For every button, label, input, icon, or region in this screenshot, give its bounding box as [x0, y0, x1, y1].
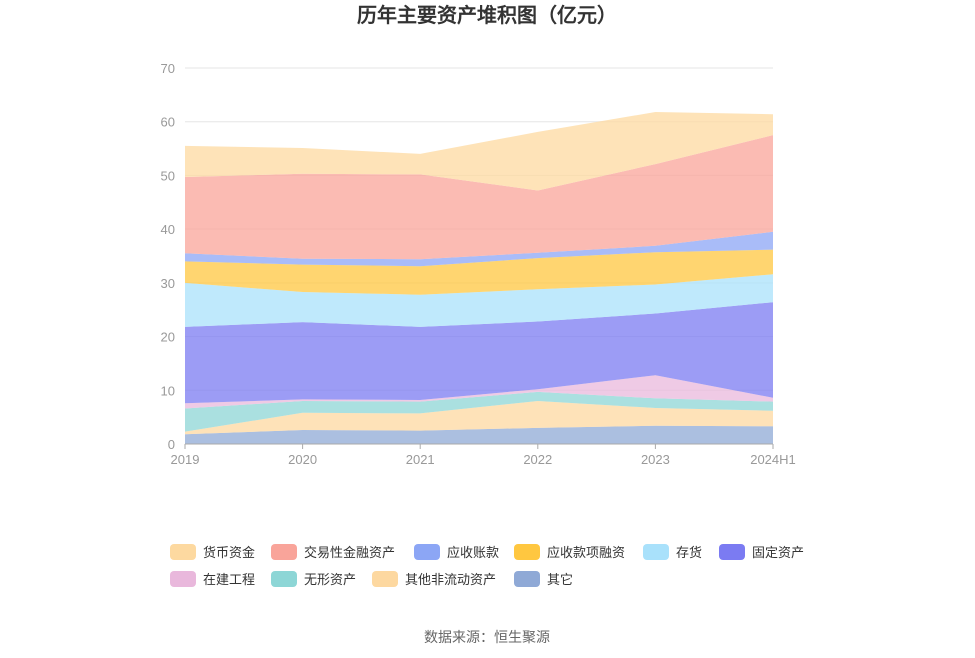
y-tick-label: 60 — [161, 115, 175, 130]
chart-title: 历年主要资产堆积图（亿元） — [357, 3, 617, 27]
legend-swatch — [271, 544, 297, 560]
y-tick-label: 70 — [161, 61, 175, 76]
area-series — [185, 112, 773, 444]
legend-swatch — [514, 544, 540, 560]
y-tick-label: 40 — [161, 222, 175, 237]
x-tick-label: 2021 — [406, 452, 435, 467]
axes: 0 10 20 30 40 50 60 70 2019 2020 2021 2022 2023 2024H… — [161, 61, 796, 467]
legend-label: 固定资产 — [752, 545, 804, 560]
y-tick-label: 20 — [161, 330, 175, 345]
legend-swatch — [170, 544, 196, 560]
x-tick-label: 2019 — [171, 452, 200, 467]
legend-swatch — [271, 571, 297, 587]
area-8 — [185, 135, 773, 260]
legend-label: 在建工程 — [203, 572, 255, 587]
x-tick-label: 2020 — [288, 452, 317, 467]
area-9 — [185, 112, 773, 191]
legend-swatch — [719, 544, 745, 560]
area-2 — [185, 391, 773, 432]
legend-label: 存货 — [676, 545, 702, 560]
area-1 — [185, 401, 773, 435]
legend-label: 无形资产 — [304, 572, 356, 587]
y-tick-label: 50 — [161, 168, 175, 183]
legend-swatch — [514, 571, 540, 587]
area-0 — [185, 425, 773, 444]
area-3 — [185, 375, 773, 409]
legend-label: 应收款项融资 — [547, 545, 625, 560]
legend-swatch — [414, 544, 440, 560]
legend-swatch — [170, 571, 196, 587]
y-tick-label: 10 — [161, 383, 175, 398]
area-4 — [185, 302, 773, 404]
x-tick-label: 2023 — [641, 452, 670, 467]
area-6 — [185, 249, 773, 295]
x-tick-label: 2022 — [523, 452, 552, 467]
y-tick-label: 30 — [161, 276, 175, 291]
legend-swatch — [643, 544, 669, 560]
area-5 — [185, 274, 773, 327]
legend-label: 货币资金 — [203, 545, 255, 560]
source-note: 数据来源：恒生聚源 — [424, 629, 550, 645]
legend-swatch — [372, 571, 398, 587]
legend-label: 其他非流动资产 — [405, 572, 496, 587]
legend-label: 交易性金融资产 — [304, 545, 395, 560]
legend-label: 应收账款 — [447, 545, 499, 560]
y-tick-label: 0 — [168, 437, 175, 452]
area-7 — [185, 231, 773, 267]
legend-label: 其它 — [547, 572, 573, 587]
x-tick-label: 2024H1 — [750, 452, 796, 467]
